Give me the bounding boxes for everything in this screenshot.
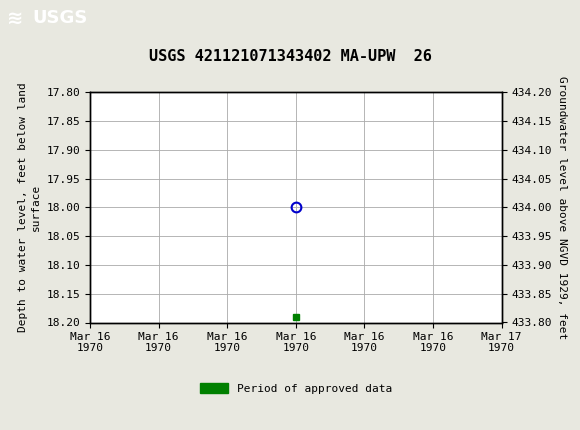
Legend: Period of approved data: Period of approved data — [195, 379, 396, 399]
Text: USGS 421121071343402 MA-UPW  26: USGS 421121071343402 MA-UPW 26 — [148, 49, 432, 64]
Y-axis label: Depth to water level, feet below land
surface: Depth to water level, feet below land su… — [17, 83, 41, 332]
Y-axis label: Groundwater level above NGVD 1929, feet: Groundwater level above NGVD 1929, feet — [557, 76, 567, 339]
Text: ≋: ≋ — [7, 9, 23, 28]
Text: USGS: USGS — [32, 9, 87, 27]
